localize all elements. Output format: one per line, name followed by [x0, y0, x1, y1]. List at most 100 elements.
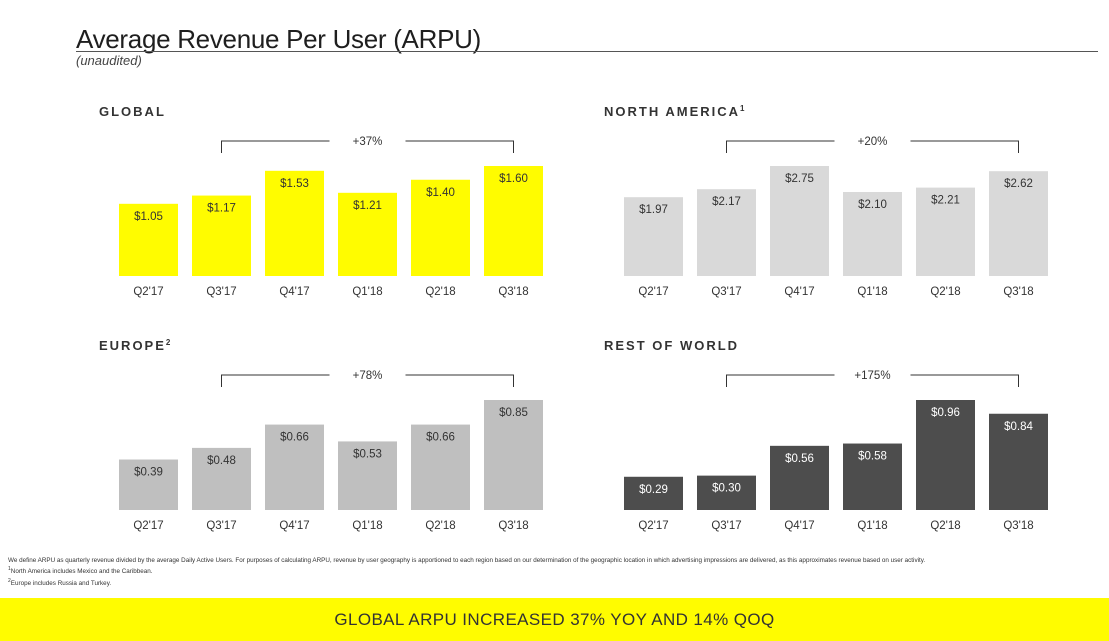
bar-2 — [770, 166, 829, 276]
bar-3 — [338, 192, 397, 276]
x-tick-label: Q2'18 — [425, 520, 455, 532]
bar-value-label: $0.39 — [134, 467, 163, 479]
bar-value-label: $0.66 — [280, 432, 309, 444]
bar-3 — [843, 443, 902, 510]
chart-panel-europe: EUROPE2 $0.39 Q2'17 $0.48 Q3'17 $0.66 Q4'17 $0… — [99, 338, 549, 538]
bar-value-label: $0.84 — [1004, 421, 1033, 433]
x-tick-label: Q2'18 — [930, 520, 960, 532]
bar-value-label: $1.60 — [499, 173, 528, 185]
growth-bracket-left — [726, 374, 835, 387]
bar-5 — [989, 413, 1048, 510]
bar-2 — [265, 424, 324, 510]
bar-value-label: $2.10 — [858, 199, 887, 211]
bar-value-label: $2.62 — [1004, 178, 1033, 190]
x-tick-label: Q1'18 — [857, 286, 887, 298]
bar-3 — [338, 441, 397, 510]
x-tick-label: Q4'17 — [784, 286, 814, 298]
bar-0 — [119, 203, 178, 276]
bar-5 — [484, 400, 543, 510]
bar-value-label: $0.96 — [931, 407, 960, 419]
x-tick-label: Q3'18 — [498, 520, 528, 532]
x-tick-label: Q4'17 — [784, 520, 814, 532]
chart-title-text: GLOBAL — [99, 104, 166, 119]
bar-0 — [624, 476, 683, 510]
x-tick-label: Q2'18 — [930, 286, 960, 298]
bar-4 — [916, 187, 975, 276]
chart-panel-global: GLOBAL $1.05 Q2'17 $1.17 Q3'17 $1.53 Q4'17 $1.… — [99, 104, 549, 304]
chart-title: EUROPE2 — [99, 338, 170, 353]
bar-value-label: $1.21 — [353, 200, 382, 212]
bar-value-label: $0.29 — [639, 484, 668, 496]
chart-panel-rest-of-world: REST OF WORLD $0.29 Q2'17 $0.30 Q3'17 $0.56 Q… — [604, 338, 1054, 538]
x-tick-label: Q2'17 — [638, 286, 668, 298]
bar-value-label: $0.66 — [426, 432, 455, 444]
bar-3 — [843, 192, 902, 276]
banner-text: GLOBAL ARPU INCREASED 37% YOY AND 14% QO… — [334, 609, 775, 629]
chart-title-text: NORTH AMERICA — [604, 104, 741, 119]
bar-value-label: $1.17 — [207, 203, 236, 215]
growth-bracket-left — [221, 140, 330, 153]
growth-bracket-right — [910, 140, 1019, 153]
chart-svg: $0.29 Q2'17 $0.30 Q3'17 $0.56 Q4'17 $0.58 Q1'18… — [624, 370, 1048, 532]
footnotes: We define ARPU as quarterly revenue divi… — [8, 557, 1088, 588]
bar-0 — [624, 197, 683, 276]
chart-title-text: EUROPE — [99, 338, 166, 353]
bar-1 — [192, 447, 251, 510]
bar-value-label: $0.30 — [712, 483, 741, 495]
bar-1 — [697, 475, 756, 510]
bar-4 — [916, 400, 975, 510]
footnote-marker: 2 — [165, 338, 171, 347]
bar-1 — [697, 189, 756, 276]
chart-svg: $0.39 Q2'17 $0.48 Q3'17 $0.66 Q4'17 $0.53 Q1'18… — [119, 370, 543, 532]
x-tick-label: Q2'17 — [133, 286, 163, 298]
bar-4 — [411, 424, 470, 510]
title-divider — [76, 51, 1098, 52]
growth-label: +78% — [353, 370, 383, 382]
x-tick-label: Q3'17 — [711, 520, 741, 532]
bar-value-label: $1.40 — [426, 187, 455, 199]
growth-bracket-left — [221, 374, 330, 387]
bar-value-label: $0.48 — [207, 455, 236, 467]
x-tick-label: Q4'17 — [279, 520, 309, 532]
x-tick-label: Q1'18 — [857, 520, 887, 532]
x-tick-label: Q3'17 — [206, 286, 236, 298]
bar-4 — [411, 179, 470, 276]
bar-value-label: $2.17 — [712, 196, 741, 208]
growth-bracket-right — [405, 140, 514, 153]
page-title: Average Revenue Per User (ARPU) — [76, 24, 481, 54]
x-tick-label: Q2'17 — [133, 520, 163, 532]
x-tick-label: Q3'17 — [206, 520, 236, 532]
x-tick-label: Q3'18 — [1003, 520, 1033, 532]
growth-bracket-left — [726, 140, 835, 153]
bar-value-label: $1.05 — [134, 211, 163, 223]
x-tick-label: Q3'18 — [498, 286, 528, 298]
x-tick-label: Q3'17 — [711, 286, 741, 298]
bar-value-label: $0.53 — [353, 448, 382, 460]
bar-5 — [989, 171, 1048, 276]
x-tick-label: Q3'18 — [1003, 286, 1033, 298]
x-tick-label: Q4'17 — [279, 286, 309, 298]
x-tick-label: Q1'18 — [352, 520, 382, 532]
chart-title-text: REST OF WORLD — [604, 338, 740, 353]
bar-value-label: $1.53 — [280, 178, 309, 190]
chart-panel-north-america: NORTH AMERICA1 $1.97 Q2'17 $2.17 Q3'17 $2.75… — [604, 104, 1054, 304]
bar-2 — [770, 445, 829, 510]
bar-value-label: $2.75 — [785, 173, 814, 185]
x-tick-label: Q2'18 — [425, 286, 455, 298]
bar-value-label: $0.58 — [858, 451, 887, 463]
footnote-1: 1North America includes Mexico and the C… — [8, 566, 153, 576]
bar-value-label: $0.85 — [499, 407, 528, 419]
bar-1 — [192, 195, 251, 276]
x-tick-label: Q1'18 — [352, 286, 382, 298]
bar-value-label: $1.97 — [639, 204, 668, 216]
growth-label: +37% — [353, 136, 383, 148]
growth-label: +20% — [858, 136, 888, 148]
footnote-2: 2Europe includes Russia and Turkey. — [8, 577, 112, 587]
chart-svg: $1.97 Q2'17 $2.17 Q3'17 $2.75 Q4'17 $2.10 Q1'18… — [624, 136, 1048, 298]
summary-banner: GLOBAL ARPU INCREASED 37% YOY AND 14% QO… — [0, 598, 1109, 641]
footnote-definition: We define ARPU as quarterly revenue divi… — [8, 557, 926, 564]
bar-0 — [119, 459, 178, 510]
footnote-marker: 1 — [740, 104, 745, 113]
chart-title: GLOBAL — [99, 104, 166, 119]
chart-title: NORTH AMERICA1 — [604, 104, 744, 119]
